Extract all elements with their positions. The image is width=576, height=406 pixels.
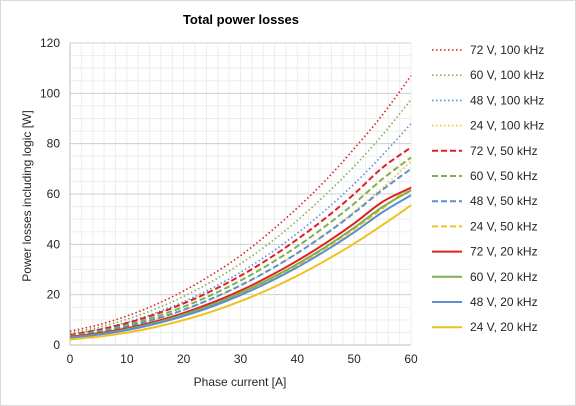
x-tick-label: 10 [120, 352, 134, 366]
grid [69, 42, 412, 346]
series-line-11 [69, 194, 412, 339]
legend-label-7: 48 V, 50 kHz [470, 194, 538, 208]
x-tick-label: 20 [177, 352, 191, 366]
legend-label-11: 48 V, 20 kHz [470, 295, 538, 309]
series-line-12 [69, 204, 412, 341]
y-tick-label: 120 [40, 36, 60, 50]
legend-label-9: 72 V, 20 kHz [470, 245, 538, 259]
series-line-2 [69, 99, 412, 334]
legend-label-8: 24 V, 50 kHz [470, 219, 538, 233]
x-axis-label: Phase current [A] [194, 375, 287, 389]
y-tick-label: 20 [47, 288, 61, 302]
x-tick-label: 0 [67, 352, 74, 366]
chart-title: Total power losses [183, 12, 299, 27]
legend-label-2: 60 V, 100 kHz [470, 68, 544, 82]
series-line-5 [69, 146, 412, 336]
axes [69, 43, 411, 346]
y-tick-label: 40 [47, 237, 61, 251]
series-line-1 [69, 75, 412, 332]
legend: 72 V, 100 kHz 60 V, 100 kHz 48 V, 100 kHz 2… [432, 43, 544, 334]
legend-label-6: 60 V, 50 kHz [470, 169, 538, 183]
x-tick-label: 60 [404, 352, 418, 366]
series-group [69, 75, 412, 341]
x-tick-label: 40 [291, 352, 305, 366]
y-tick-label: 0 [53, 338, 60, 352]
y-tick-label: 60 [47, 187, 61, 201]
tick-labels: 0 10 20 30 40 50 60 0 20 40 60 80 100 120 [40, 36, 418, 366]
x-tick-label: 50 [347, 352, 361, 366]
series-line-6 [69, 156, 412, 337]
y-tick-label: 100 [40, 86, 60, 100]
legend-label-12: 24 V, 20 kHz [470, 320, 538, 334]
legend-label-10: 60 V, 20 kHz [470, 270, 538, 284]
legend-label-3: 48 V, 100 kHz [470, 93, 544, 107]
legend-label-1: 72 V, 100 kHz [470, 43, 544, 57]
legend-label-5: 72 V, 50 kHz [470, 144, 538, 158]
y-axis-label: Power losses including logic [W] [20, 110, 34, 281]
y-tick-label: 80 [47, 137, 61, 151]
legend-label-4: 24 V, 100 kHz [470, 119, 544, 133]
x-tick-label: 30 [234, 352, 248, 366]
series-line-7 [69, 168, 412, 338]
